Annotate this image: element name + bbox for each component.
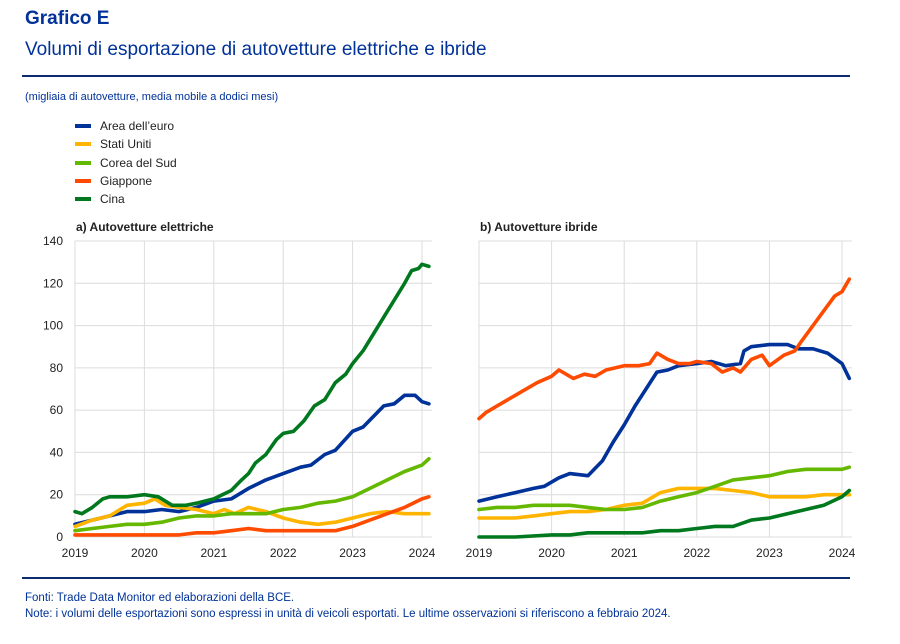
panel-title: a) Autovetture elettriche: [76, 220, 214, 234]
x-tick-label: 2022: [270, 546, 297, 560]
legend-item: Corea del Sud: [75, 154, 177, 172]
legend-label: Corea del Sud: [100, 155, 177, 170]
charts-area: a) Autovetture elettriche 2019 2020 2021 20…: [43, 220, 856, 560]
x-tick-label: 2020: [131, 546, 158, 560]
series-line-corea-del-sud: [73, 456, 431, 533]
units-note: (migliaia di autovetture, media mobile a…: [25, 91, 279, 103]
x-tick-label: 2019: [62, 546, 89, 560]
legend: Area dell’euro Stati Uniti Corea del Sud…: [75, 117, 177, 208]
series-line-stati-uniti: [477, 486, 852, 520]
x-tick-label: 2020: [538, 546, 565, 560]
series-line-giappone: [73, 494, 431, 537]
y-tick-label: 0: [56, 530, 63, 544]
legend-item: Giappone: [75, 172, 177, 190]
legend-item: Area dell’euro: [75, 117, 177, 135]
top-divider: [22, 75, 850, 77]
series-line-corea-del-sud: [477, 465, 852, 512]
legend-swatch: [75, 160, 91, 165]
bottom-divider: [22, 577, 850, 579]
panel-title: b) Autovetture ibride: [480, 220, 598, 234]
y-tick-label: 120: [43, 276, 63, 290]
x-tick-label: 2023: [339, 546, 366, 560]
chart-subtitle: Volumi di esportazione di autovetture el…: [25, 39, 487, 60]
x-tick-label: 2024: [409, 546, 436, 560]
notes-text: Note: i volumi delle esportazioni sono e…: [25, 608, 671, 620]
series-line-giappone: [477, 277, 852, 421]
legend-swatch: [75, 179, 91, 184]
x-tick-label: 2021: [200, 546, 227, 560]
series-line-cina: [477, 488, 852, 539]
series-line-area-dell-euro: [477, 342, 852, 503]
y-tick-label: 40: [50, 445, 64, 459]
x-tick-label: 2021: [611, 546, 638, 560]
legend-label: Area dell’euro: [100, 119, 175, 134]
legend-item: Cina: [75, 190, 177, 208]
sources-note: Fonti: Trade Data Monitor ed elaborazion…: [25, 592, 295, 604]
legend-swatch: [75, 197, 91, 202]
series-line-area-dell-euro: [73, 393, 431, 527]
legend-label: Giappone: [100, 174, 153, 189]
legend-label: Stati Uniti: [100, 137, 152, 152]
panel-hybrid: b) Autovetture ibride 2019 2020 2021 2022 20…: [466, 220, 856, 560]
y-tick-label: 80: [50, 361, 64, 375]
legend-label: Cina: [100, 192, 125, 207]
x-tick-label: 2022: [683, 546, 710, 560]
y-tick-label: 20: [50, 488, 64, 502]
legend-swatch: [75, 124, 91, 129]
y-tick-label: 60: [50, 403, 64, 417]
legend-swatch: [75, 142, 91, 147]
series-line-cina: [73, 262, 431, 516]
panel-electric: a) Autovetture elettriche 2019 2020 2021 20…: [43, 220, 436, 560]
x-tick-label: 2023: [756, 546, 783, 560]
x-tick-label: 2024: [829, 546, 856, 560]
legend-item: Stati Uniti: [75, 135, 177, 153]
x-tick-label: 2019: [466, 546, 493, 560]
y-tick-label: 140: [43, 234, 63, 248]
chart-title: Grafico E: [25, 8, 110, 29]
series-line-stati-uniti: [73, 497, 431, 529]
y-tick-label: 100: [43, 319, 63, 333]
